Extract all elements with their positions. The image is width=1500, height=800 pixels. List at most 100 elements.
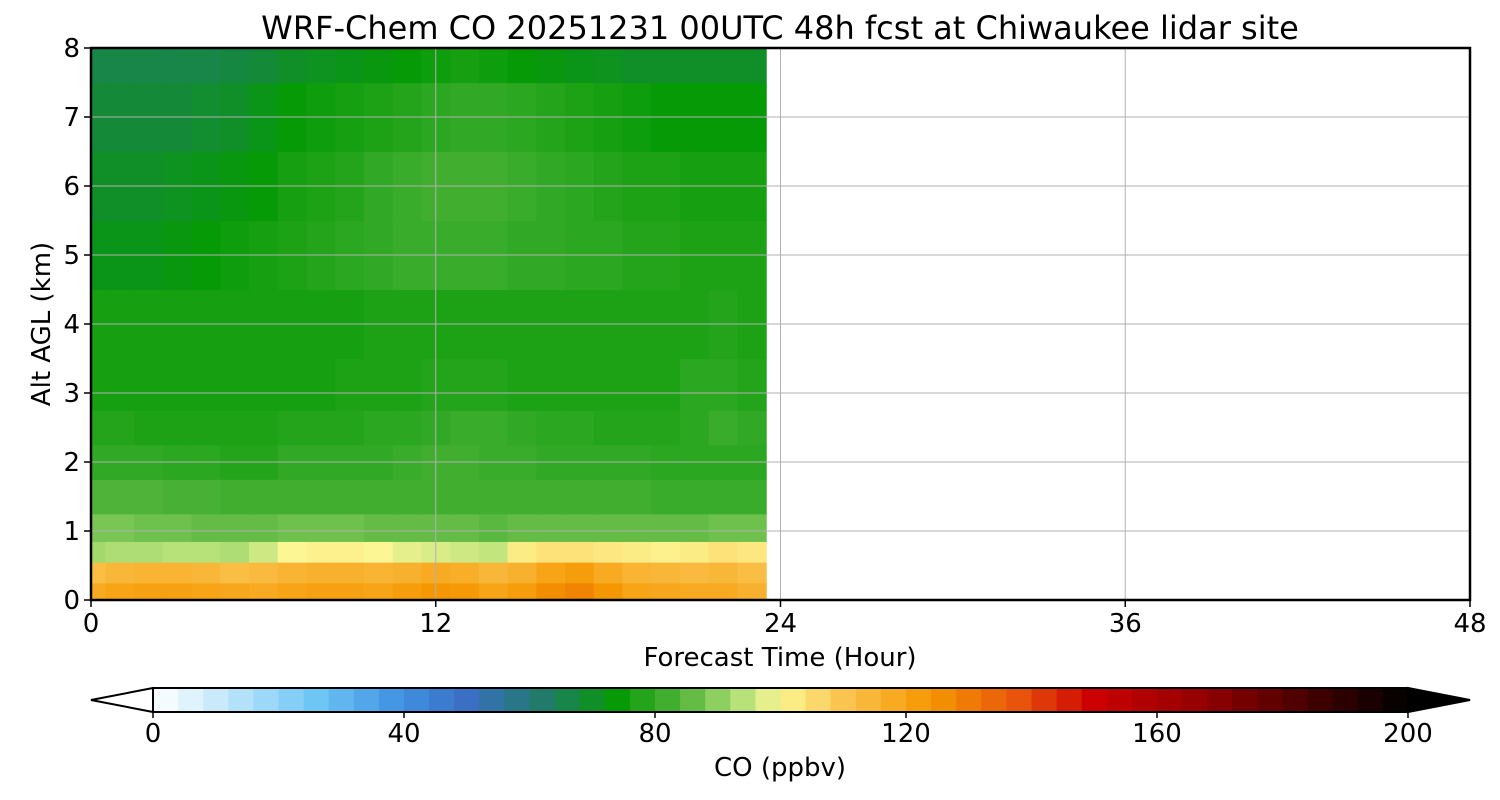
heatmap-cell xyxy=(565,358,595,411)
heatmap-cell xyxy=(622,410,652,446)
colorbar-label: CO (ppbv) xyxy=(714,753,846,783)
colorbar-swatch xyxy=(780,688,807,712)
colorbar-swatch xyxy=(1232,688,1258,712)
heatmap-cell xyxy=(651,410,681,446)
heatmap-cell xyxy=(162,513,193,542)
colorbar-swatch xyxy=(554,688,581,712)
colorbar-swatch xyxy=(705,688,731,712)
heatmap-cell xyxy=(651,562,681,584)
heatmap-cell xyxy=(220,479,250,515)
heatmap-cell xyxy=(708,582,739,601)
colorbar-tick-label: 160 xyxy=(1132,719,1182,749)
colorbar-swatch xyxy=(931,688,957,712)
x-tick-label: 48 xyxy=(1453,609,1486,639)
heatmap-cell xyxy=(105,410,135,446)
heatmap-cell xyxy=(651,48,681,84)
colorbar-max-arrow xyxy=(1407,686,1471,714)
colorbar-swatch xyxy=(655,688,681,712)
heatmap-cell xyxy=(249,358,279,411)
colorbar-swatch xyxy=(303,688,330,712)
heatmap-cell xyxy=(536,358,566,411)
colorbar-tick-label: 80 xyxy=(638,719,671,749)
heatmap-cell xyxy=(450,582,480,601)
heatmap-cell xyxy=(162,541,193,563)
heatmap-cell xyxy=(737,48,767,84)
heatmap-cell xyxy=(622,48,652,84)
colorbar-swatch xyxy=(755,688,781,712)
y-tick-label: 4 xyxy=(63,310,80,340)
heatmap-cell xyxy=(679,358,710,411)
heatmap-cell xyxy=(105,513,135,542)
heatmap-cell xyxy=(306,410,336,446)
y-tick-label: 8 xyxy=(63,34,80,64)
heatmap-cell xyxy=(536,582,566,601)
heatmap-cell xyxy=(593,48,624,84)
heatmap-cell xyxy=(593,410,624,446)
colorbar-ticks: 0 40 80 120 160 200 xyxy=(145,712,1433,749)
heatmap-cell xyxy=(191,48,221,84)
heatmap-cell xyxy=(708,479,739,515)
heatmap-cell xyxy=(507,358,537,411)
heatmap-cell xyxy=(306,541,336,563)
heatmap-cell xyxy=(708,48,739,84)
heatmap-cell xyxy=(622,562,652,584)
heatmap-cell xyxy=(277,479,308,515)
heatmap-cell xyxy=(249,582,279,601)
y-tick-label: 7 xyxy=(63,103,80,133)
colorbar-swatch xyxy=(830,688,857,712)
x-tick-label: 24 xyxy=(764,609,797,639)
colorbar-swatch xyxy=(1006,688,1032,712)
heatmap-cell xyxy=(134,410,164,446)
colorbar-swatch xyxy=(981,688,1007,712)
heatmap-cell xyxy=(363,479,394,515)
heatmap-cell xyxy=(249,541,279,563)
y-tick-label: 2 xyxy=(63,448,80,478)
colorbar-tick-label: 40 xyxy=(387,719,420,749)
heatmap-cell xyxy=(91,582,106,601)
heatmap-cell xyxy=(737,541,767,563)
colorbar-swatch xyxy=(730,688,756,712)
heatmap-cell xyxy=(536,513,566,542)
heatmap-cell xyxy=(478,479,509,515)
colorbar-swatch xyxy=(328,688,355,712)
heatmap-cell xyxy=(478,541,509,563)
x-axis-label: Forecast Time (Hour) xyxy=(643,643,916,673)
heatmap-cell xyxy=(162,582,193,601)
y-tick-label: 3 xyxy=(63,379,80,409)
heatmap-cell xyxy=(679,513,710,542)
heatmap-cell xyxy=(335,513,365,542)
heatmap-cell xyxy=(679,48,710,84)
colorbar-swatch xyxy=(178,688,204,712)
heatmap-cell xyxy=(565,582,595,601)
heatmap-cell xyxy=(306,582,336,601)
colorbar-swatch xyxy=(956,688,982,712)
heatmap-cell xyxy=(622,541,652,563)
y-tick-label: 5 xyxy=(63,241,80,271)
heatmap-cell xyxy=(134,513,164,542)
heatmap-cell xyxy=(708,358,739,411)
heatmap-cell xyxy=(450,562,480,584)
colorbar-swatch xyxy=(1357,688,1384,712)
heatmap-cell xyxy=(162,562,193,584)
heatmap-cell xyxy=(249,513,279,542)
heatmap-cell xyxy=(105,479,135,515)
heatmap-cell xyxy=(392,410,422,446)
y-tick-label: 0 xyxy=(63,586,80,616)
colorbar-swatch xyxy=(1131,688,1158,712)
heatmap-cell xyxy=(277,48,308,84)
plot-area xyxy=(89,46,1472,602)
heatmap-cell xyxy=(507,541,537,563)
heatmap-cell xyxy=(306,513,336,542)
heatmap-cell xyxy=(536,479,566,515)
colorbar-frame xyxy=(152,687,1409,713)
x-tick-label: 36 xyxy=(1109,609,1142,639)
colorbar-swatch xyxy=(1282,688,1309,712)
heatmap-cell xyxy=(363,410,394,446)
heatmap-cell xyxy=(277,582,308,601)
heatmap-cell xyxy=(679,582,710,601)
heatmap-cell xyxy=(335,582,365,601)
heatmap-cell xyxy=(565,48,595,84)
heatmap-cell xyxy=(593,562,624,584)
heatmap-cell xyxy=(134,562,164,584)
colorbar-swatch xyxy=(855,688,882,712)
